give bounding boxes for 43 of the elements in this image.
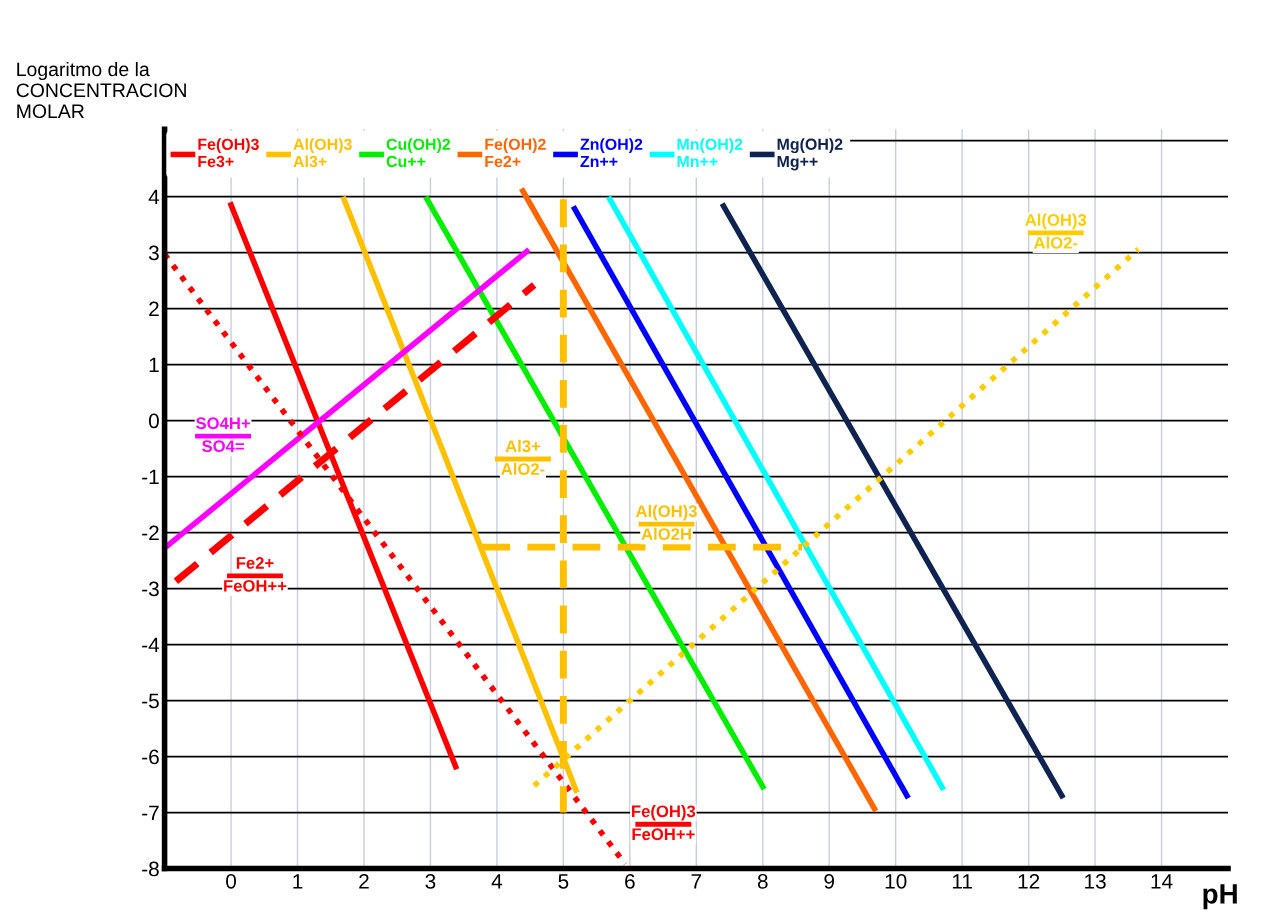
y-tick-label: -1 [142,469,159,485]
legend-label: Al(OH)3 Al3+ [293,138,352,168]
y-axis-title: Logaritmo de la CONCENTRACION MOLAR [16,61,186,119]
legend-label: Mg(OH)2 Mg++ [777,138,843,171]
legend-label: Fe(OH)3 Fe3+ [198,138,259,168]
y-tick-label: -4 [142,637,160,653]
legend-label: Mn(OH)2 Mn++ [677,138,743,167]
y-tick-label: -5 [142,693,159,709]
y-tick-label: -6 [142,749,159,765]
x-axis-title: pH [1203,884,1237,910]
text: Al(OH)3 AlO2- [1025,213,1087,249]
x-tick-label: 13 [1085,873,1106,889]
y-tick-label: 4 [148,189,160,205]
x-tick-label: 2 [359,873,369,889]
x-tick-label: 6 [625,873,635,889]
x-tick-label: 14 [1151,874,1173,889]
y-tick-label: 1 [149,357,159,373]
legend-label: Zn(OH)2 Zn++ [580,138,643,167]
series-label: SO4H+ SO4= [195,417,250,453]
legend-label: Fe(OH)2 Fe2+ [485,138,546,168]
x-tick-label: 7 [691,874,702,889]
x-tick-label: 9 [824,873,835,889]
x-tick-label: 10 [885,873,907,889]
y-tick-label: -7 [142,805,159,821]
y-tick-label: 0 [148,413,159,429]
series-label: Al3+ AlO2- [501,439,545,475]
x-tick-label: 5 [558,874,569,889]
x-tick-label: 11 [952,874,972,889]
x-tick-label: 1 [293,874,303,889]
series-label: Fe(OH)3 FeOH++ [632,804,696,841]
x-tick-label: 12 [1018,873,1040,889]
y-tick-label: -2 [142,525,159,541]
series-label: Fe2+ FeOH++ [224,557,287,592]
x-tick-label: 0 [226,873,237,889]
x-tick-label: 8 [757,873,768,889]
x-tick-label: 4 [491,874,503,889]
y-tick-label: 2 [149,301,159,317]
x-tick-label: 3 [425,873,436,889]
series-label: Al(OH)3 AlO2H [635,504,697,541]
legend-label: Cu(OH)2 Cu++ [386,138,451,168]
y-tick-label: -3 [142,581,159,597]
y-tick-label: -8 [142,861,159,877]
y-tick-label: 3 [148,245,159,261]
